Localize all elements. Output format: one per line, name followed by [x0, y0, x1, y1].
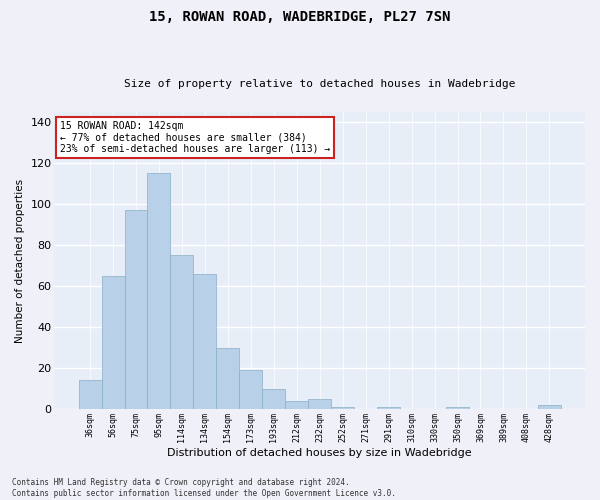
- Bar: [148, 174, 170, 409]
- Bar: [538, 405, 561, 409]
- Bar: [262, 388, 285, 409]
- Bar: [125, 210, 148, 409]
- Bar: [239, 370, 262, 409]
- Bar: [377, 407, 400, 409]
- Bar: [193, 274, 217, 409]
- Bar: [308, 399, 331, 409]
- Bar: [285, 401, 308, 409]
- Bar: [331, 407, 354, 409]
- Bar: [217, 348, 239, 409]
- Bar: [101, 276, 125, 409]
- Title: Size of property relative to detached houses in Wadebridge: Size of property relative to detached ho…: [124, 79, 515, 89]
- X-axis label: Distribution of detached houses by size in Wadebridge: Distribution of detached houses by size …: [167, 448, 472, 458]
- Bar: [170, 256, 193, 409]
- Text: 15 ROWAN ROAD: 142sqm
← 77% of detached houses are smaller (384)
23% of semi-det: 15 ROWAN ROAD: 142sqm ← 77% of detached …: [60, 121, 330, 154]
- Bar: [446, 407, 469, 409]
- Text: Contains HM Land Registry data © Crown copyright and database right 2024.
Contai: Contains HM Land Registry data © Crown c…: [12, 478, 396, 498]
- Y-axis label: Number of detached properties: Number of detached properties: [15, 178, 25, 342]
- Bar: [79, 380, 101, 409]
- Text: 15, ROWAN ROAD, WADEBRIDGE, PL27 7SN: 15, ROWAN ROAD, WADEBRIDGE, PL27 7SN: [149, 10, 451, 24]
